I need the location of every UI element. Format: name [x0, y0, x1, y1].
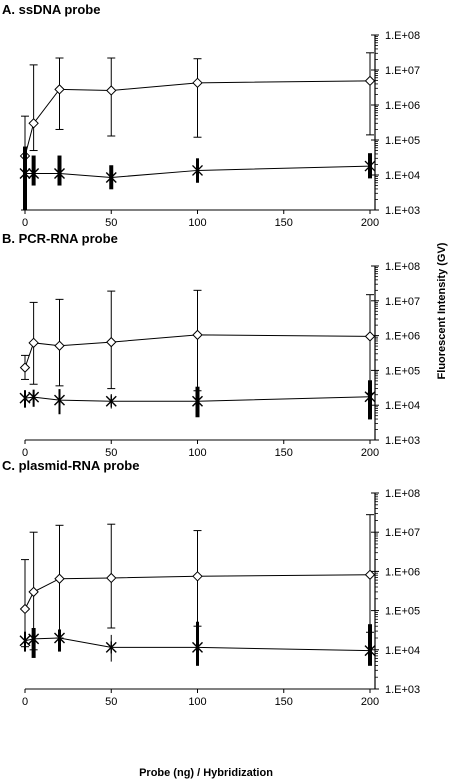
- series-line: [25, 165, 371, 178]
- x-tick-label: 50: [105, 447, 117, 459]
- y-tick-label: 1.E+04: [385, 645, 420, 657]
- star-point: [54, 631, 65, 644]
- x-tick-label: 200: [361, 447, 379, 459]
- star-point: [28, 167, 40, 180]
- figure-x-axis-title: Probe (ng) / Hybridization: [139, 767, 273, 779]
- y-tick-label: 1.E+06: [385, 100, 420, 112]
- star-point: [364, 390, 376, 403]
- star-point: [105, 641, 117, 654]
- x-tick-label: 100: [188, 447, 206, 459]
- series-line: [24, 396, 371, 402]
- series-line: [24, 637, 371, 652]
- x-tick-label: 150: [275, 696, 293, 708]
- x-tick-label: 50: [105, 217, 117, 229]
- x-tick-label: 0: [22, 217, 28, 229]
- star-point: [192, 395, 203, 408]
- y-tick-label: 1.E+05: [385, 606, 420, 618]
- y-tick-label: 1.E+07: [385, 65, 420, 77]
- star-point: [105, 171, 117, 184]
- chart-panel-3: C. plasmid-RNA probe 1.E+03 1.E+04 1.E+05 1.…: [2, 458, 420, 708]
- diamond-point: [106, 336, 117, 348]
- diamond-point: [28, 337, 39, 349]
- diamond-point: [19, 362, 31, 373]
- star-point: [19, 634, 31, 647]
- star-point: [192, 164, 203, 177]
- y-tick-label: 1.E+06: [385, 331, 420, 343]
- y-tick-label: 1.E+07: [385, 296, 420, 308]
- x-tick-label: 200: [361, 217, 379, 229]
- diamond-point: [192, 571, 203, 582]
- panel-title: A. ssDNA probe: [2, 2, 100, 17]
- x-tick-label: 200: [361, 696, 379, 708]
- diamond-point: [19, 603, 31, 615]
- y-tick-label: 1.E+04: [385, 170, 420, 182]
- y-tick-label: 1.E+05: [385, 135, 420, 147]
- y-tick-label: 1.E+04: [385, 400, 420, 412]
- y-tick-label: 1.E+05: [385, 365, 420, 377]
- chart-panel-2: B. PCR-RNA probe 1.E+03 1.E+04 1.E+05 1.E+06…: [2, 231, 420, 459]
- series-line: [24, 334, 371, 368]
- star-point: [28, 391, 40, 404]
- panel-title: C. plasmid-RNA probe: [2, 458, 139, 473]
- diamond-point: [54, 84, 65, 95]
- diamond-point: [28, 118, 39, 129]
- diamond-point: [54, 573, 65, 584]
- star-point: [364, 160, 376, 173]
- diamond-point: [364, 75, 376, 87]
- x-tick-label: 50: [105, 696, 117, 708]
- star-point: [364, 644, 376, 657]
- diamond-point: [192, 329, 203, 341]
- star-point: [105, 395, 117, 408]
- y-tick-label: 1.E+07: [385, 527, 420, 539]
- diamond-point: [106, 572, 117, 584]
- star-point: [54, 167, 65, 180]
- star-point: [192, 641, 203, 654]
- diamond-point: [364, 331, 376, 342]
- x-tick-label: 100: [188, 696, 206, 708]
- chart-panel-1: A. ssDNA probe 1.E+03 1.E+04 1.E+05 1.E+06 1.…: [2, 2, 420, 229]
- y-tick-label: 1.E+08: [385, 261, 420, 273]
- star-point: [28, 632, 40, 645]
- panel-title: B. PCR-RNA probe: [2, 231, 118, 246]
- series-star: [19, 146, 376, 210]
- diamond-point: [106, 85, 117, 96]
- diamond-point: [364, 569, 376, 580]
- y-tick-label: 1.E+06: [385, 566, 420, 578]
- y-tick-label: 1.E+03: [385, 205, 420, 217]
- figure-y-axis-title: Fluorescent Intensity (GV): [436, 242, 448, 379]
- y-tick-label: 1.E+03: [385, 435, 420, 447]
- y-tick-label: 1.E+08: [385, 30, 420, 42]
- x-tick-label: 100: [188, 217, 206, 229]
- x-tick-label: 0: [22, 447, 28, 459]
- diamond-point: [54, 340, 65, 351]
- diamond-point: [28, 586, 39, 598]
- y-tick-label: 1.E+03: [385, 684, 420, 696]
- star-point: [19, 392, 31, 405]
- series-diamond: [19, 52, 376, 211]
- x-tick-label: 0: [22, 696, 28, 708]
- x-tick-label: 150: [275, 447, 293, 459]
- star-point: [19, 167, 31, 180]
- star-point: [54, 394, 65, 407]
- series-star: [19, 621, 376, 666]
- x-tick-label: 150: [275, 217, 293, 229]
- series-diamond: [19, 514, 376, 651]
- y-tick-label: 1.E+08: [385, 488, 420, 500]
- series-star: [19, 380, 376, 420]
- series-line: [24, 80, 371, 157]
- diamond-point: [192, 77, 203, 89]
- series-diamond: [19, 289, 376, 394]
